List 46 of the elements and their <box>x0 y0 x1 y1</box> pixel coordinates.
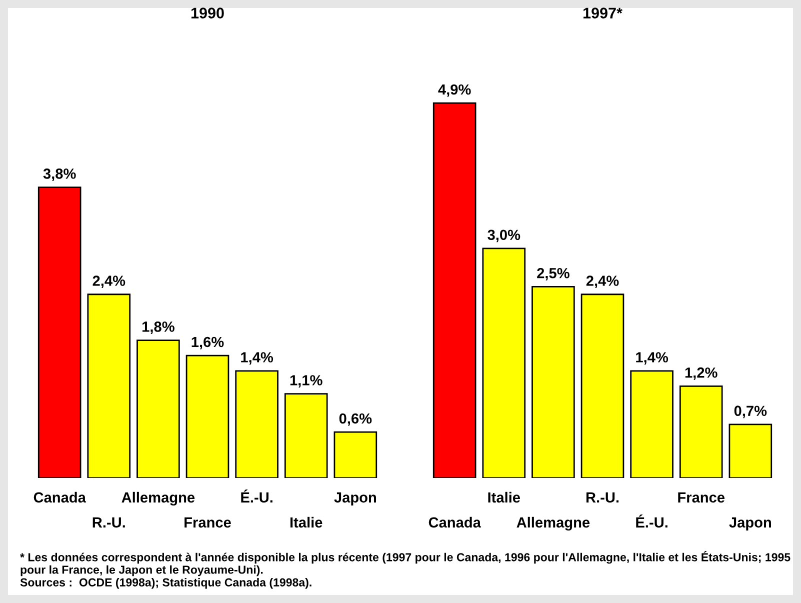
bar <box>728 424 772 478</box>
text: * Les données correspondent à l'année disponible la plus récente (1997 pour le Canada, 1996 pour l'Allemagne, l'Italie et les États-Unis; 1995 pour la France, le Japon et le Royaume-Uni). <box>20 551 790 576</box>
data-label: 2,4% <box>92 276 126 288</box>
data-label: 1,4% <box>241 352 274 365</box>
x-tick-label: France <box>184 517 231 528</box>
data-label: 3,0% <box>488 230 520 242</box>
data-label: 2,4% <box>586 276 619 288</box>
bar <box>482 248 526 478</box>
bar <box>630 370 674 478</box>
x-tick-label: Canada <box>34 492 86 503</box>
x-tick-label: Japon <box>334 492 376 506</box>
x-tick-label: É.-U. <box>241 490 272 503</box>
x-tick-label: Allemagne <box>516 516 590 531</box>
data-label: 0,6% <box>339 413 372 426</box>
bar <box>334 431 378 478</box>
data-label: 1,4% <box>636 352 668 365</box>
chart-title: 1997* <box>583 8 622 18</box>
data-label: 0,7% <box>734 406 767 418</box>
bar <box>87 294 131 478</box>
bar <box>38 186 82 478</box>
chart-title: 1990 <box>191 8 224 18</box>
bar <box>235 370 278 478</box>
source-note: Sources : OCDE (1998a); Statistique Canada (1998a). <box>20 578 312 589</box>
x-tick-label: Japon <box>729 517 771 530</box>
x-tick-label: France <box>678 492 725 503</box>
x-tick-label: R.-U. <box>586 492 619 503</box>
data-label: 1,2% <box>685 367 718 380</box>
bar <box>679 385 723 478</box>
bar <box>580 294 624 478</box>
bar <box>432 102 476 478</box>
x-tick-label: Canada <box>428 516 482 528</box>
x-tick-label: Italie <box>488 492 520 503</box>
x-tick-label: R.-U. <box>92 517 125 528</box>
data-label: 3,8% <box>43 168 76 181</box>
x-tick-label: Italie <box>290 516 322 528</box>
bar <box>136 340 180 478</box>
x-tick-label: Allemagne <box>122 492 195 506</box>
x-tick-label: É.-U. <box>636 514 668 528</box>
bar <box>186 354 230 478</box>
data-label: 1,6% <box>192 336 224 350</box>
bar <box>284 393 328 478</box>
data-label: 2,5% <box>537 268 570 280</box>
data-label: 1,8% <box>142 322 174 334</box>
data-label: 1,1% <box>290 375 322 388</box>
data-label: 4,9% <box>438 84 471 97</box>
bar <box>532 286 575 478</box>
